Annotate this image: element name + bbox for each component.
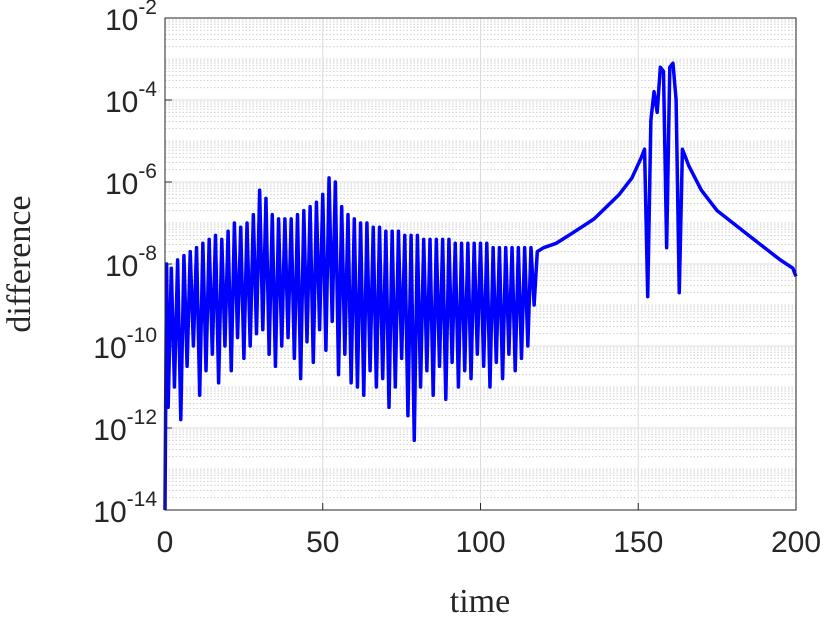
y-tick-exponent: -2: [138, 0, 157, 19]
y-tick-label: 10-6: [105, 160, 157, 201]
y-tick-exponent: -6: [138, 160, 157, 183]
y-tick-base: 10: [105, 168, 138, 201]
y-tick-base: 10: [93, 332, 126, 365]
x-axis-label: time: [450, 583, 510, 618]
y-tick-base: 10: [93, 414, 126, 447]
y-tick-exponent: -8: [138, 242, 157, 265]
x-tick-label: 0: [157, 526, 174, 559]
y-tick-exponent: -10: [127, 324, 157, 347]
y-tick-exponent: -14: [127, 488, 158, 511]
y-tick-base: 10: [93, 496, 126, 529]
y-tick-label: 10-2: [105, 0, 157, 37]
y-tick-label: 10-10: [93, 324, 157, 365]
y-tick-label: 10-14: [93, 488, 157, 529]
data-line: [163, 61, 798, 511]
y-tick-base: 10: [105, 86, 138, 119]
y-tick-label: 10-4: [105, 78, 157, 119]
plot-frame: [164, 17, 797, 511]
x-tick-label: 50: [306, 526, 339, 559]
y-axis-label: difference: [1, 195, 38, 332]
y-tick-base: 10: [105, 250, 138, 283]
x-tick-label: 200: [771, 526, 821, 559]
grid: [164, 17, 797, 511]
y-tick-base: 10: [105, 4, 138, 37]
y-tick-exponent: -12: [127, 406, 157, 429]
x-tick-label: 100: [455, 526, 505, 559]
y-tick-label: 10-8: [105, 242, 157, 283]
y-tick-label: 10-12: [93, 406, 157, 447]
y-tick-exponent: -4: [138, 78, 157, 101]
x-tick-label: 150: [613, 526, 663, 559]
